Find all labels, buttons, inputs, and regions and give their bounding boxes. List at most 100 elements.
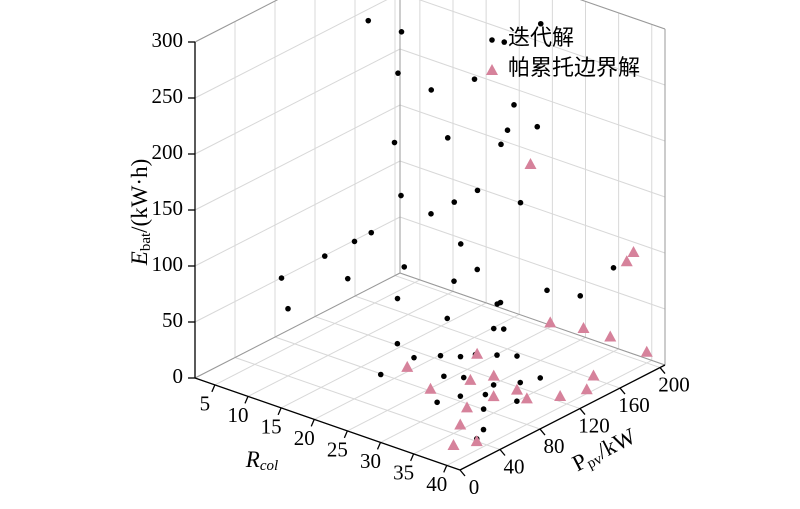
y-tick-label: 40 <box>504 454 525 478</box>
data-point <box>587 369 600 381</box>
data-point <box>640 345 653 357</box>
data-point <box>620 255 633 267</box>
data-point <box>627 245 640 257</box>
legend-label: 迭代解 <box>508 25 574 50</box>
floor-grid-line <box>354 295 621 389</box>
z-title-rest: /(kW·h) <box>127 159 152 233</box>
wall-edge <box>399 272 666 366</box>
z-tick-label: 250 <box>152 84 184 108</box>
data-point <box>444 315 451 322</box>
x-tick <box>244 396 249 404</box>
data-point <box>580 383 593 395</box>
legend-label: 帕累托边界解 <box>508 55 640 80</box>
data-point <box>344 275 351 282</box>
back-grid-line <box>399 216 666 310</box>
back-grid-line <box>399 104 666 198</box>
data-point <box>487 369 500 381</box>
data-point <box>457 393 464 399</box>
data-point <box>464 373 477 385</box>
data-point <box>577 293 584 299</box>
data-point <box>537 20 544 27</box>
data-point <box>398 192 404 199</box>
z-title-sub: bat <box>138 232 154 251</box>
y-tick-label: 0 <box>469 475 480 499</box>
wall-edge <box>194 0 279 43</box>
data-point <box>437 352 444 359</box>
data-point <box>454 418 467 430</box>
data-point <box>610 265 617 271</box>
data-point <box>490 382 497 388</box>
data-point <box>391 139 398 146</box>
data-point <box>461 401 473 413</box>
data-point <box>424 382 437 394</box>
legend-marker <box>489 37 495 43</box>
data-point <box>428 87 435 93</box>
y-tick-label: 200 <box>658 372 690 396</box>
x-title-main: R <box>245 447 260 472</box>
data-point <box>514 353 520 359</box>
floor-grid-line <box>380 336 586 443</box>
data-point <box>514 398 520 405</box>
data-point <box>411 354 417 361</box>
y-tick <box>539 428 546 436</box>
x-tick-label: 5 <box>200 392 211 416</box>
data-point <box>544 316 557 328</box>
data-point <box>511 383 523 395</box>
back-grid-line <box>418 0 666 86</box>
data-point <box>447 438 460 450</box>
data-point <box>401 360 414 372</box>
data-point <box>604 330 617 342</box>
floor-grid-line <box>347 325 553 432</box>
data-point <box>517 199 524 206</box>
side-grid-line <box>194 160 401 267</box>
floor-grid-line <box>446 359 652 466</box>
x-tick-label: 15 <box>261 415 282 439</box>
side-grid-line <box>194 216 401 323</box>
x-tick <box>443 465 448 473</box>
data-point <box>494 352 500 358</box>
wall-edge <box>194 272 401 379</box>
data-point <box>490 325 497 332</box>
y-title-sub: pv <box>585 451 606 472</box>
data-point <box>428 211 434 217</box>
data-point <box>537 375 544 381</box>
z-tick-label: 0 <box>173 364 184 388</box>
data-point <box>457 353 464 360</box>
data-point <box>377 371 384 378</box>
x-tick-label: 40 <box>426 472 447 496</box>
side-grid-line <box>194 0 388 99</box>
data-point <box>401 264 408 270</box>
data-point <box>480 426 487 433</box>
data-point <box>398 29 405 35</box>
data-point <box>351 238 358 245</box>
data-point <box>368 229 375 236</box>
y-tick <box>579 408 586 415</box>
x-tick-label: 30 <box>360 449 381 473</box>
floor-grid-line <box>214 279 421 386</box>
data-point <box>441 373 447 380</box>
x-tick-label: 25 <box>327 438 348 462</box>
data-point <box>451 278 457 284</box>
data-point <box>534 123 541 130</box>
x-tick-label: 20 <box>294 426 315 450</box>
x-axis-line <box>194 377 461 471</box>
y-tick <box>459 469 466 477</box>
data-point <box>444 135 451 141</box>
data-point <box>321 253 328 259</box>
data-point <box>517 379 524 386</box>
side-grid-line <box>194 104 401 211</box>
side-grid-line <box>194 48 401 155</box>
data-point <box>470 435 483 447</box>
y-axis-line <box>459 364 666 471</box>
z-tick-label: 100 <box>152 252 184 276</box>
back-grid-line <box>399 48 666 142</box>
y-tick <box>659 367 666 374</box>
data-point <box>474 187 481 194</box>
data-point <box>480 406 487 412</box>
legend-marker <box>486 64 498 75</box>
floor-grid-line <box>394 275 661 369</box>
data-point <box>497 299 504 306</box>
data-point <box>500 326 507 332</box>
data-point <box>577 321 590 333</box>
